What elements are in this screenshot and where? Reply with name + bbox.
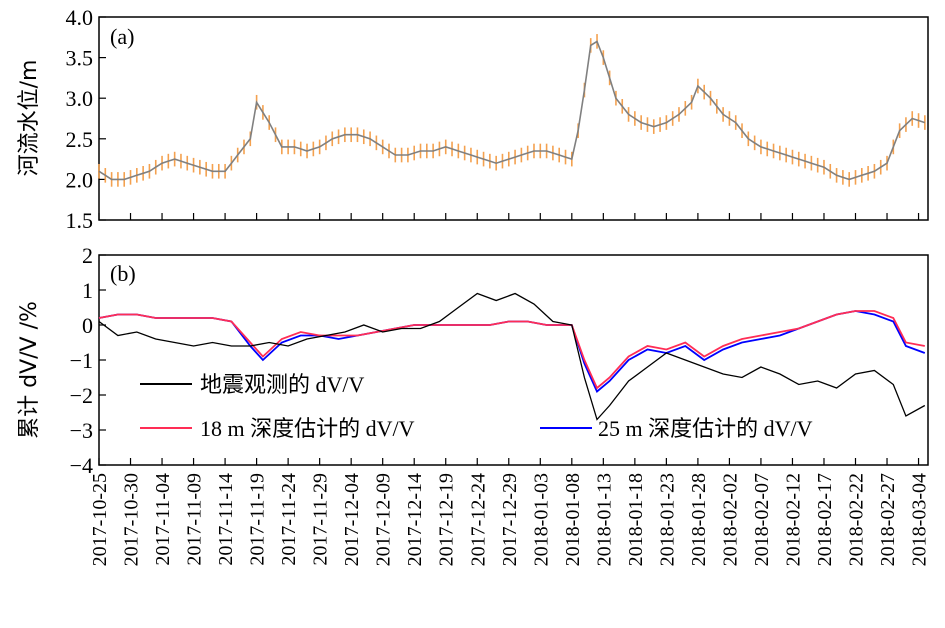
panel-a-y-ticks: 1.5 2.0 2.5 3.0 3.5 4.0 — [66, 5, 106, 233]
x-tick-label: 2017-10-30 — [121, 473, 143, 566]
legend-label-observed: 地震观测的 dV/V — [200, 372, 365, 397]
x-tick-label: 2017-11-04 — [152, 473, 174, 566]
x-tick-label: 2018-01-03 — [530, 473, 552, 566]
panel-a-y-tick-label: 4.0 — [66, 5, 94, 30]
x-tick-label: 2017-10-25 — [89, 473, 111, 566]
panel-b-y-tick-label: −4 — [70, 453, 93, 478]
x-tick-label: 2018-01-28 — [688, 473, 710, 566]
x-tick-label: 2018-01-13 — [593, 473, 615, 566]
x-tick-label: 2018-02-07 — [751, 473, 773, 566]
panel-a-error-bars — [98, 34, 926, 187]
panel-a-y-tick-label: 2.0 — [66, 167, 94, 192]
x-tick-label: 2018-02-02 — [719, 473, 741, 566]
panel-b-y-tick-label: −2 — [70, 383, 93, 408]
x-tick-label: 2018-02-17 — [814, 473, 836, 566]
observed-dvv-line — [98, 292, 926, 421]
legend-label-18m: 18 m 深度估计的 dV/V — [200, 416, 415, 441]
panel-a-y-tick-label: 3.5 — [66, 46, 94, 71]
panel-a-label: (a) — [110, 24, 134, 49]
panel-a: (a) 河流水位/m 1.5 2.0 2.5 3.0 3.5 4.0 — [17, 5, 929, 233]
panel-b-y-axis-label: 累计 dV/V /% — [17, 301, 42, 439]
x-tick-label: 2017-11-19 — [247, 473, 269, 566]
x-tick-label: 2018-03-04 — [909, 473, 931, 566]
panel-a-y-tick-label: 1.5 — [66, 208, 94, 233]
x-tick-label: 2017-12-14 — [404, 473, 426, 566]
panel-b-y-tick-label: 2 — [82, 243, 93, 268]
x-tick-label: 2017-12-04 — [341, 473, 363, 566]
estimated-dvv-18m-line — [98, 310, 925, 390]
panel-a-y-tick-label: 3.0 — [66, 86, 94, 111]
panel-a-series — [98, 40, 926, 181]
panel-a-frame — [98, 16, 929, 221]
panel-b: (b) 累计 dV/V /% −4 −3 −2 −1 0 1 2 地震观测的 dV/V 18… — [17, 243, 929, 478]
x-tick-label: 2018-01-08 — [562, 473, 584, 566]
x-tick-label: 2017-12-29 — [499, 473, 521, 566]
panel-b-y-tick-label: 1 — [82, 278, 93, 303]
x-tick-label: 2017-12-09 — [373, 473, 395, 566]
x-tick-label: 2017-11-24 — [278, 473, 300, 566]
x-tick-label: 2017-11-14 — [215, 473, 237, 566]
x-tick-label: 2018-02-27 — [877, 473, 899, 566]
x-tick-label: 2018-02-12 — [783, 473, 805, 566]
panel-b-label: (b) — [110, 261, 136, 286]
x-tick-label: 2017-11-29 — [310, 473, 332, 566]
x-tick-label: 2017-11-09 — [184, 473, 206, 566]
panel-b-series — [98, 292, 926, 421]
x-tick-label: 2017-12-24 — [467, 473, 489, 566]
panel-b-y-tick-label: −1 — [70, 348, 93, 373]
panel-b-y-ticks: −4 −3 −2 −1 0 1 2 — [70, 243, 106, 478]
river-level-line — [98, 40, 926, 181]
x-tick-label: 2017-12-19 — [436, 473, 458, 566]
panel-b-y-tick-label: 0 — [82, 313, 93, 338]
x-axis-ticks: 2017-10-25 2017-10-30 2017-11-04 2017-11-09… — [89, 213, 931, 566]
x-tick-label: 2018-01-23 — [656, 473, 678, 566]
x-tick-label: 2018-02-22 — [846, 473, 868, 566]
panel-a-y-tick-label: 2.5 — [66, 127, 94, 152]
panel-b-y-tick-label: −3 — [70, 418, 93, 443]
legend-label-25m: 25 m 深度估计的 dV/V — [598, 416, 813, 441]
x-tick-label: 2018-01-18 — [625, 473, 647, 566]
panel-a-y-axis-label: 河流水位/m — [17, 60, 42, 177]
legend: 地震观测的 dV/V 18 m 深度估计的 dV/V 25 m 深度估计的 dV… — [140, 372, 813, 441]
